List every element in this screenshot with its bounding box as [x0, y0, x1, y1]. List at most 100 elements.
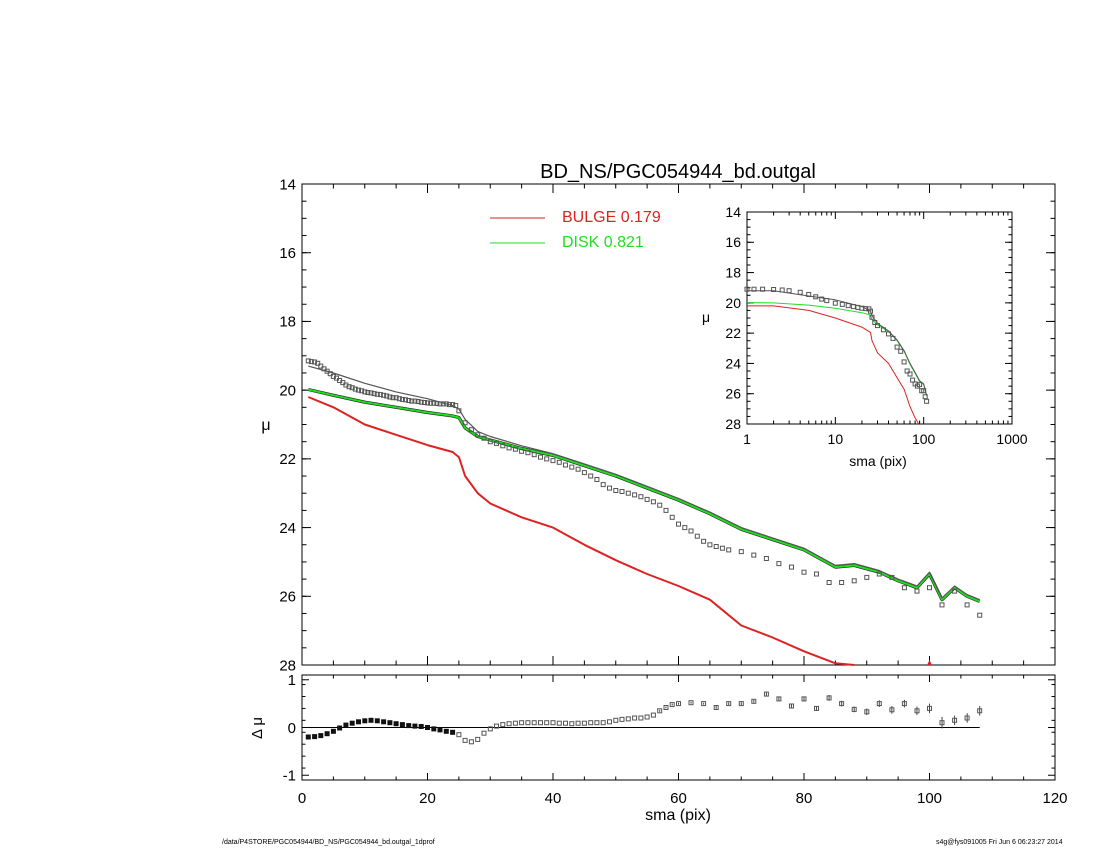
data-point — [481, 435, 487, 441]
data-point — [814, 571, 819, 577]
data-point — [506, 445, 512, 451]
inset-data-point — [863, 306, 869, 312]
data-point — [409, 398, 415, 404]
data-point — [864, 574, 870, 580]
data-point — [421, 400, 427, 405]
residual-point — [588, 720, 594, 726]
inset-data-point — [868, 308, 873, 314]
data-point — [377, 392, 383, 398]
data-point — [393, 395, 399, 401]
data-point — [428, 400, 434, 406]
data-point — [368, 390, 374, 396]
inset-data-point — [921, 388, 927, 394]
inset-data-point — [904, 368, 910, 374]
residual-point — [625, 716, 631, 722]
y-tick-label: 24 — [279, 520, 296, 537]
residual-point — [349, 720, 355, 726]
data-point — [462, 420, 468, 426]
residual-point — [481, 730, 487, 736]
data-point — [352, 386, 358, 392]
data-point — [914, 588, 920, 594]
data-point — [318, 363, 324, 369]
data-point — [575, 466, 581, 472]
residual-point — [374, 718, 380, 724]
residual-point — [519, 720, 525, 726]
data-point — [669, 514, 675, 520]
data-point — [625, 490, 631, 496]
inset-data-point — [869, 314, 875, 320]
data-point — [619, 489, 625, 494]
residual-point — [318, 733, 324, 739]
y-tick-label: 20 — [279, 382, 296, 399]
y-tick-label: 22 — [725, 325, 741, 341]
y-tick-label: 24 — [725, 355, 741, 371]
data-point — [443, 401, 449, 407]
inset-data-point — [924, 398, 930, 404]
data-point — [487, 439, 493, 445]
y-tick-label: 28 — [725, 416, 741, 432]
residual-point — [713, 705, 719, 710]
data-point — [826, 580, 832, 585]
data-point — [384, 393, 390, 399]
residual-point — [638, 715, 644, 721]
residual-point — [688, 700, 694, 706]
data-point — [425, 400, 430, 406]
data-point — [494, 440, 499, 446]
inset-data-point — [813, 294, 819, 300]
y-tick-label: -1 — [283, 767, 296, 784]
residual-point — [393, 721, 399, 727]
data-point — [346, 384, 352, 390]
data-point — [632, 492, 638, 498]
footer-timestamp: s4g@fys091005 Fri Jun 6 06:23:27 2014 — [936, 839, 1063, 846]
data-point — [315, 360, 321, 366]
x-axis-label: sma (pix) — [645, 807, 711, 824]
residual-point — [663, 705, 669, 710]
data-point — [538, 454, 543, 460]
inset-data-point — [880, 327, 886, 333]
residual-point — [632, 715, 638, 721]
data-point — [359, 388, 365, 394]
residual-point — [544, 720, 550, 726]
data-point — [688, 528, 694, 534]
residual-point — [425, 725, 430, 730]
data-point — [356, 387, 361, 393]
data-point — [952, 588, 958, 594]
chart-title: BD_NS/PGC054944_bd.outgal — [540, 161, 816, 183]
data-point — [440, 401, 446, 407]
data-point — [305, 358, 311, 364]
data-point — [418, 399, 424, 405]
data-point — [676, 521, 681, 527]
data-point — [694, 533, 700, 539]
inset-data-point — [786, 288, 792, 294]
inset-data-point — [819, 296, 825, 302]
inset-x-axis-label: sma (pix) — [849, 453, 907, 469]
disk-profile-line — [308, 388, 981, 603]
residual-point — [556, 720, 562, 726]
x-tick-label: 100 — [912, 431, 936, 447]
data-point — [839, 580, 845, 585]
residual-point — [406, 723, 412, 729]
y-tick-label: 18 — [725, 264, 741, 280]
data-point — [638, 494, 644, 500]
data-point — [519, 448, 525, 454]
residual-point — [343, 722, 349, 728]
data-point — [588, 473, 594, 479]
inset-data-point — [806, 292, 812, 297]
data-point — [927, 585, 932, 591]
main-profile-panel: 14 16 18 20 22 24 26 28 μ BULGE 0.179 DISK 0.821 — [261, 176, 1056, 674]
residual-point — [826, 695, 832, 701]
data-point — [650, 499, 656, 505]
residual-point — [312, 734, 318, 740]
y-tick-label: 0 — [288, 720, 296, 737]
data-point — [308, 359, 314, 365]
data-point — [719, 545, 725, 551]
residual-point — [431, 726, 437, 732]
residual-point — [368, 717, 374, 723]
residual-point — [619, 716, 625, 722]
data-point — [371, 391, 377, 397]
data-point — [475, 432, 481, 438]
inset-data-point — [760, 286, 766, 292]
x-tick-label: 120 — [1042, 790, 1067, 807]
data-point — [453, 403, 459, 409]
